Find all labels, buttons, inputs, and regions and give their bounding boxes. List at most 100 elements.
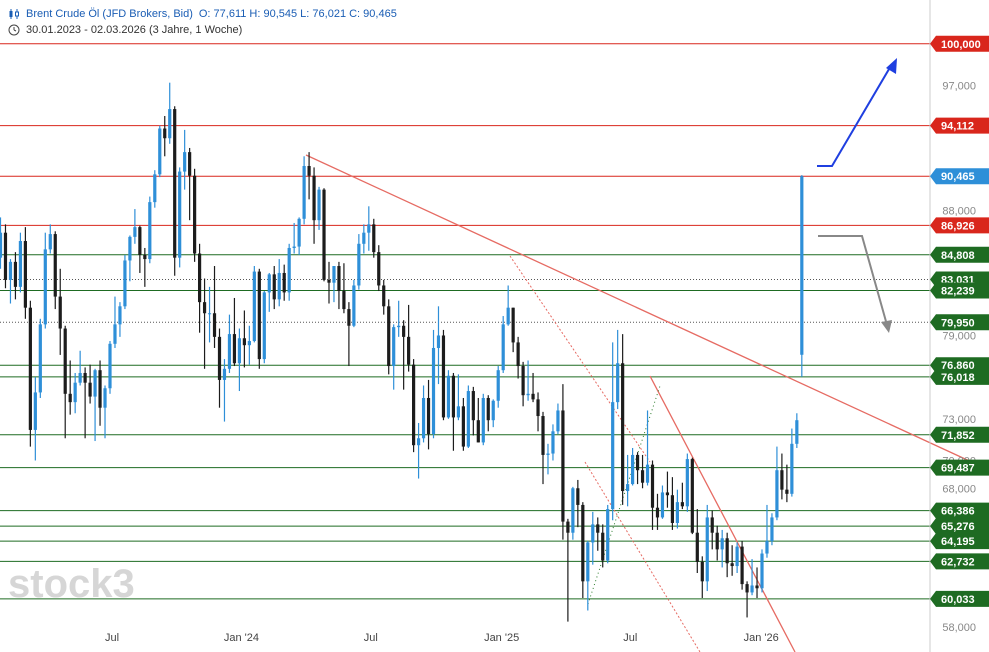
candle-body — [13, 261, 18, 287]
candle-body — [227, 334, 232, 369]
candle-body — [312, 175, 316, 221]
bearish-arrow — [818, 235, 888, 326]
candle-body — [596, 524, 600, 533]
candle-body — [745, 584, 749, 593]
candle-body — [416, 438, 421, 446]
candle-body — [630, 454, 635, 485]
candle-body — [88, 382, 92, 397]
price-level-badge — [930, 518, 989, 535]
candle-body — [357, 243, 361, 286]
y-tick-label: 97,000 — [942, 80, 976, 92]
candle-body — [725, 538, 729, 564]
price-level-badge — [930, 246, 989, 263]
candle-body — [551, 431, 555, 454]
candle-body — [123, 260, 127, 307]
candle-body — [601, 532, 605, 561]
candle-body — [476, 420, 480, 443]
candle-body — [695, 532, 699, 562]
candle-body — [670, 495, 675, 523]
price-level-badge — [930, 459, 989, 476]
candle-body — [675, 502, 679, 523]
candle-body — [78, 372, 82, 383]
candle-body — [635, 454, 640, 471]
candle-body — [382, 285, 386, 307]
bullish-arrow — [817, 63, 893, 167]
x-tick-label: Jul — [364, 632, 378, 644]
candle-body — [0, 232, 3, 258]
candle-body — [217, 336, 222, 380]
candle-body — [207, 313, 212, 315]
candle-body — [511, 307, 515, 343]
candles-icon[interactable] — [8, 8, 20, 20]
candle-body — [611, 402, 615, 510]
price-level-badge — [930, 35, 989, 52]
candle-body — [113, 324, 117, 344]
candle-body — [421, 397, 426, 439]
candle-body — [158, 128, 162, 175]
x-tick-label: Jul — [623, 632, 637, 644]
price-level-label: 62,732 — [941, 556, 975, 568]
candle-body — [765, 541, 769, 554]
candle-body — [118, 306, 122, 325]
candle-body — [456, 406, 460, 418]
candle-body — [133, 227, 137, 237]
candle-body — [566, 521, 570, 533]
price-level-badge — [930, 282, 989, 299]
candle-body — [591, 524, 595, 543]
candle-body — [212, 313, 217, 337]
candle-body — [720, 538, 724, 550]
candle-body — [780, 470, 784, 490]
candle-body — [481, 397, 485, 443]
candle-body — [257, 271, 261, 360]
price-level-label: 82,239 — [941, 285, 975, 297]
candle-body — [621, 363, 625, 492]
candle-body — [277, 272, 281, 300]
candle-body — [287, 247, 291, 293]
candle-body — [292, 246, 296, 248]
candle-body — [441, 335, 446, 418]
candle-body — [377, 252, 381, 286]
candle-body — [730, 563, 734, 567]
candle-body — [426, 397, 431, 435]
candle-body — [28, 307, 32, 430]
candle-body — [451, 375, 456, 418]
y-tick-label: 68,000 — [942, 483, 976, 495]
candle-body — [327, 279, 331, 283]
price-level-badge — [930, 314, 989, 331]
candle-body — [665, 492, 670, 496]
candle-body — [237, 338, 242, 364]
candle-body — [501, 324, 505, 371]
price-level-label: 71,852 — [941, 430, 975, 442]
candle-body — [103, 388, 107, 408]
candle-body — [496, 370, 500, 401]
candle-body — [387, 306, 391, 367]
candle-body — [407, 336, 411, 365]
candle-body — [446, 375, 451, 418]
y-tick-label: 79,000 — [942, 330, 976, 342]
candle-body — [700, 561, 704, 582]
major-downtrend-line — [305, 154, 989, 471]
candle-body — [645, 464, 650, 483]
price-level-label: 90,465 — [941, 171, 975, 183]
candle-body — [795, 420, 799, 444]
clock-icon — [8, 24, 20, 36]
candle-body — [48, 234, 52, 250]
price-level-label: 94,112 — [941, 121, 974, 133]
candle-body — [193, 175, 197, 254]
x-tick-label: Jan '24 — [224, 632, 259, 644]
bullish-arrow-head — [886, 58, 897, 74]
candle-body — [272, 274, 276, 300]
price-level-badge — [930, 502, 989, 519]
candle-body — [128, 236, 132, 261]
candle-body — [188, 152, 192, 176]
candle-body — [18, 241, 23, 287]
arrows — [817, 58, 897, 333]
candle-body — [232, 334, 237, 364]
candle-body — [650, 464, 655, 508]
fall-channel-upper-line — [649, 375, 796, 652]
price-level-label: 64,195 — [941, 536, 975, 548]
candle-body — [740, 546, 744, 585]
candle-body — [546, 453, 550, 455]
candle-body — [262, 292, 266, 360]
